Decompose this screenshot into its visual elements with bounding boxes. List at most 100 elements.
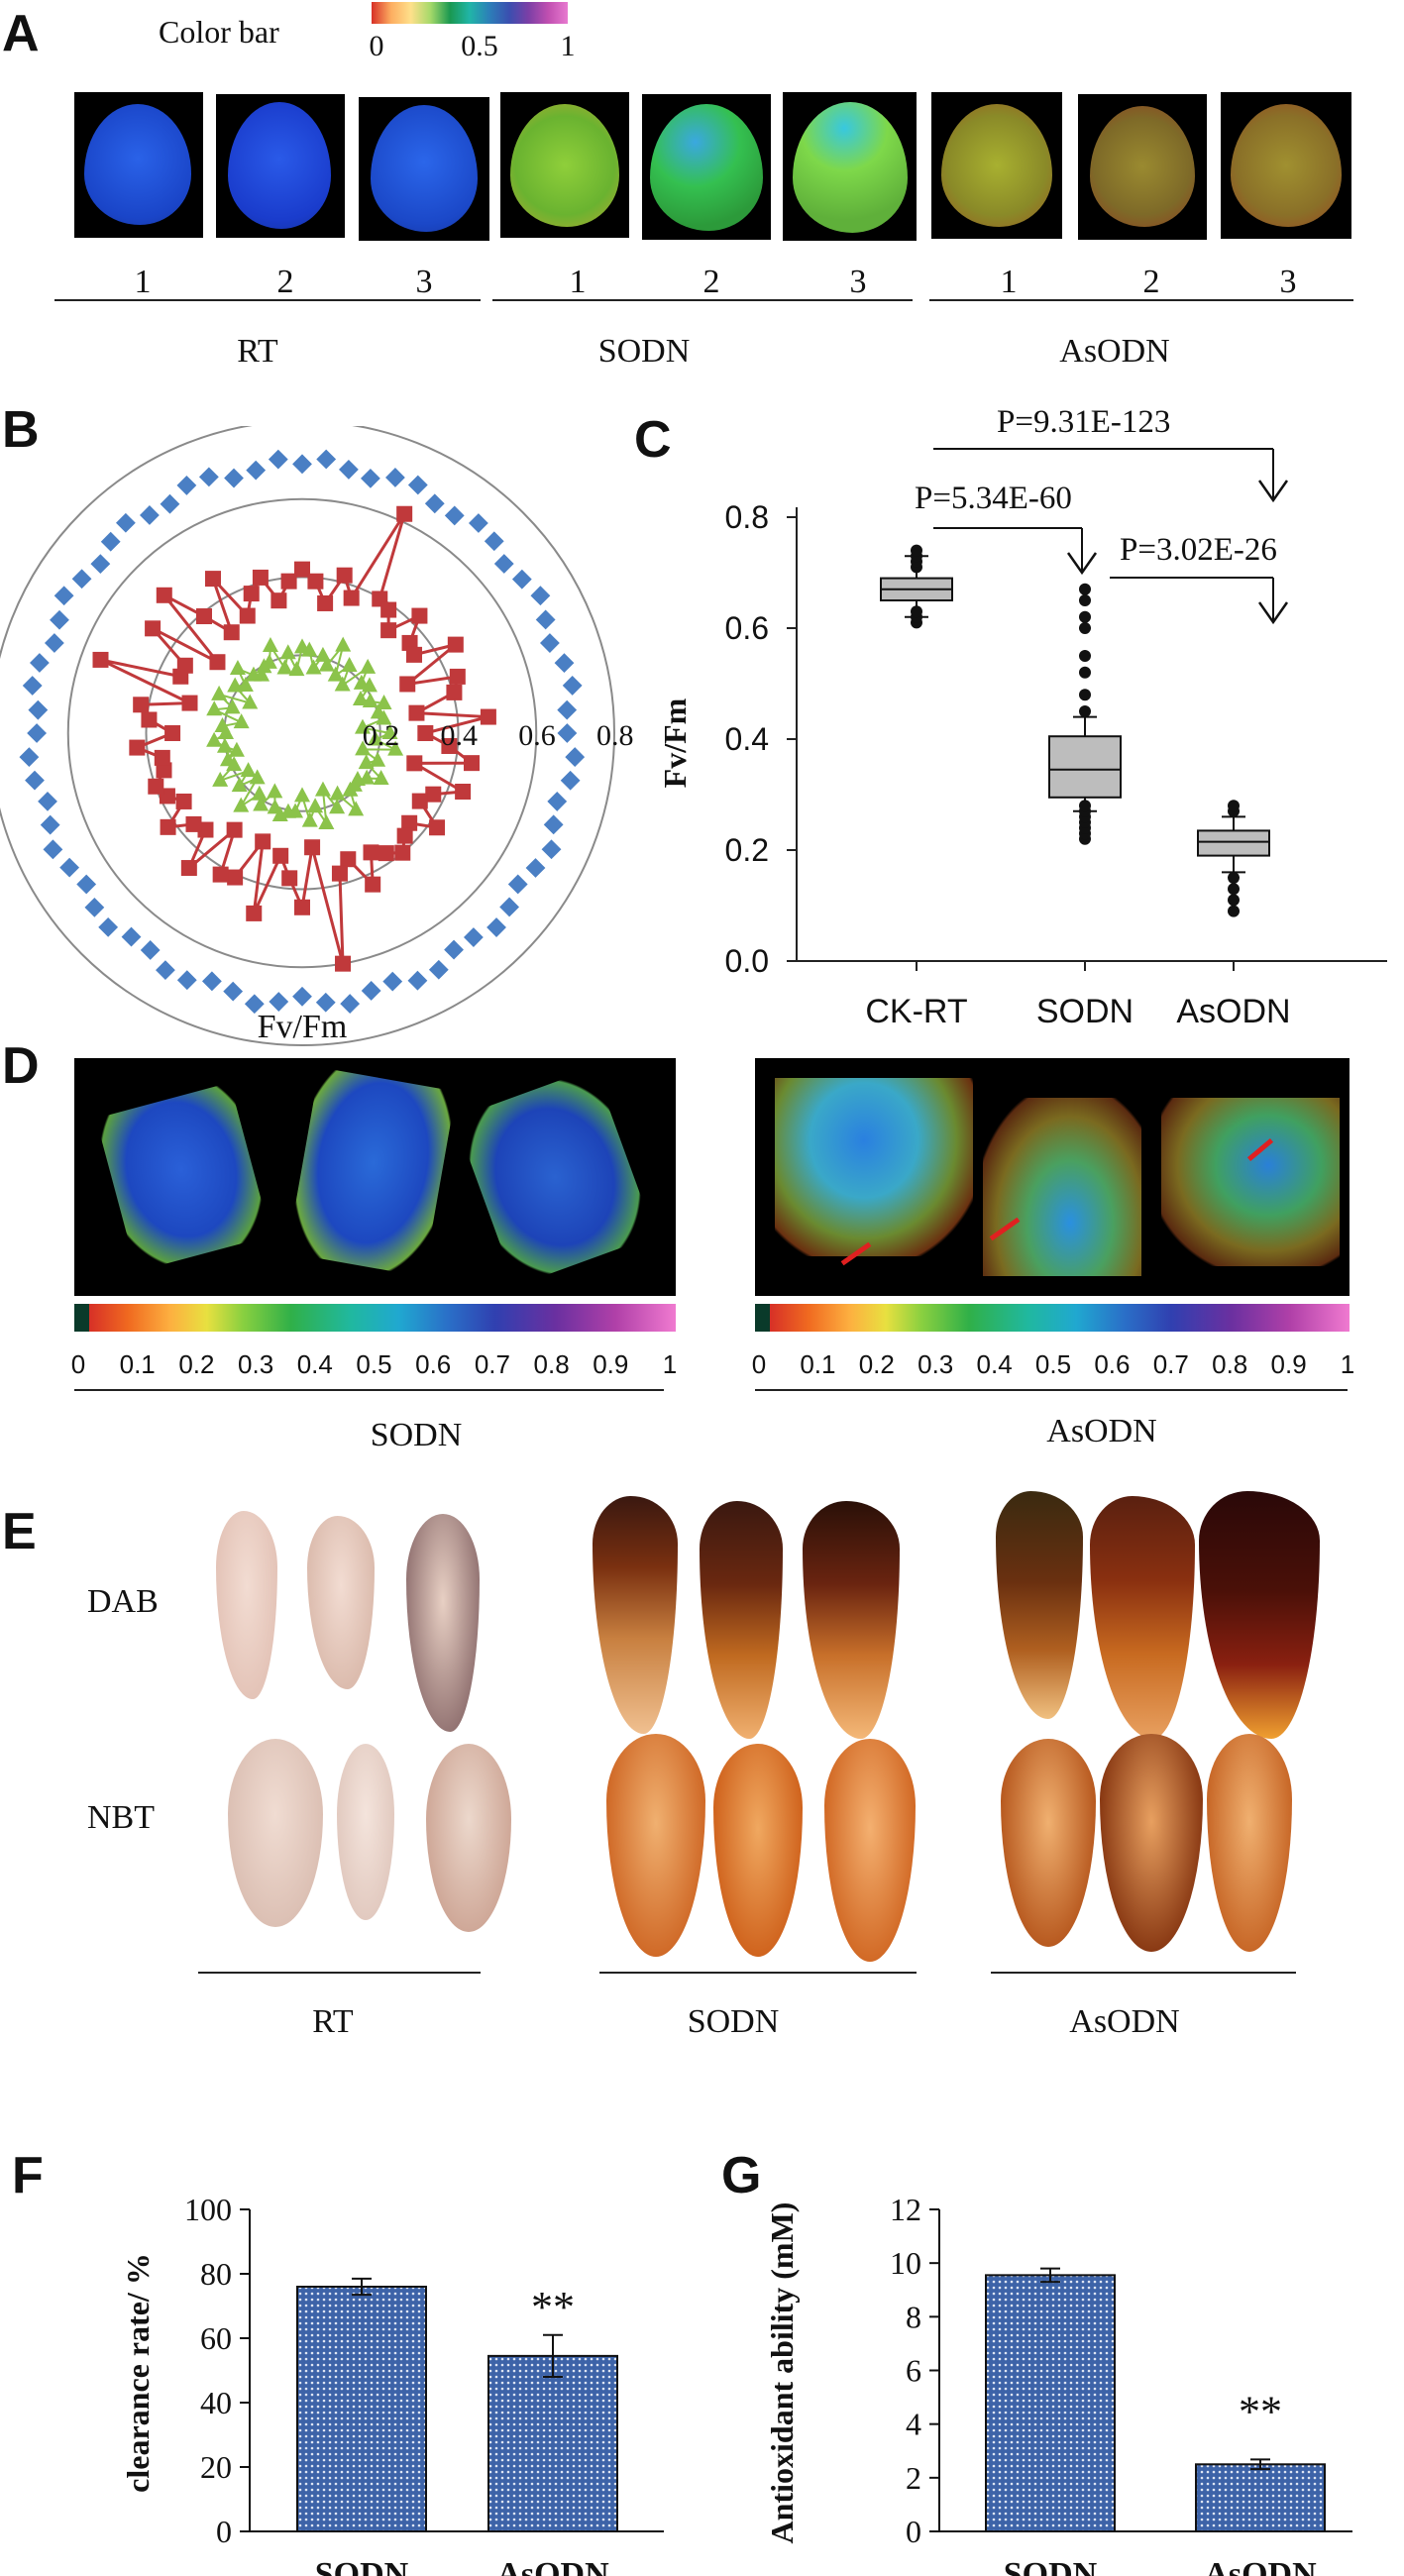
box-outlier	[1228, 883, 1240, 896]
radar-marker-red	[365, 876, 381, 893]
radar-marker-blue	[424, 493, 445, 514]
radar-marker-green	[329, 799, 346, 814]
colorbar-d-sodn	[74, 1304, 676, 1332]
group-label-rt: RT	[237, 333, 278, 370]
colorbar-tick-label: 0.7	[1152, 1349, 1189, 1379]
radar-marker-red	[417, 725, 434, 741]
radar-marker-green	[262, 636, 278, 652]
radar-marker-blue	[98, 916, 119, 937]
y-tick-label: 0.2	[725, 832, 769, 868]
radar-marker-red	[246, 905, 263, 921]
colorbar-tick-label: 0.9	[593, 1349, 629, 1379]
radar-marker-red	[331, 865, 348, 882]
radar-marker-blue	[38, 791, 57, 811]
radar-marker-red	[411, 607, 428, 624]
radar-marker-green	[373, 769, 389, 785]
radar-marker-blue	[541, 839, 562, 860]
radar-marker-green	[341, 656, 358, 672]
radar-marker-red	[480, 708, 496, 725]
radar-marker-blue	[50, 609, 69, 630]
y-tick-label: 0.6	[725, 610, 769, 646]
radar-marker-red	[160, 818, 176, 835]
radar-marker-green	[212, 771, 229, 787]
radar-marker-blue	[407, 970, 428, 991]
radar-marker-blue	[269, 992, 289, 1012]
significance-mark: **	[1239, 2387, 1282, 2435]
leaf-image-asodn-2	[1078, 94, 1207, 240]
stained-leaf-rt-nbt-3	[426, 1744, 511, 1932]
stained-leaf-rt-dab-2	[307, 1516, 375, 1689]
radar-marker-blue	[140, 505, 160, 525]
radar-marker-red	[141, 711, 158, 728]
panel-label-e: E	[2, 1503, 37, 1560]
bar	[985, 2274, 1116, 2533]
tile-number: 1	[134, 264, 152, 300]
radar-marker-green	[229, 659, 246, 675]
radar-marker-red	[317, 594, 334, 611]
y-tick-label: 0.0	[725, 943, 769, 979]
radar-ring	[0, 426, 615, 1046]
radar-marker-blue	[562, 676, 583, 696]
plant-image-asodn	[755, 1058, 1350, 1296]
radar-marker-green	[276, 659, 293, 675]
radar-marker-blue	[340, 994, 361, 1014]
radar-marker-green	[240, 762, 257, 778]
radar-marker-red	[294, 561, 310, 578]
radar-marker-red	[239, 607, 256, 624]
pvalue-sodn-asodn-label: P=3.02E-26	[1120, 532, 1277, 568]
radar-marker-green	[288, 661, 305, 677]
radar-marker-blue	[382, 971, 403, 992]
radar-marker-green	[387, 740, 404, 756]
bar-chart-f: 0 20 40 60 80 100 clearance rate/ % SODN AsODN **	[120, 2192, 664, 2576]
x-tick-label: SODN	[1004, 2556, 1098, 2576]
radar-marker-green	[261, 653, 277, 669]
radar-marker-blue	[507, 874, 528, 895]
leaf-image-asodn-1	[931, 92, 1062, 239]
radar-marker-red	[181, 695, 198, 711]
radar-marker-red	[394, 844, 411, 861]
y-tick-label: 60	[200, 2320, 232, 2356]
box-outlier	[1079, 666, 1091, 679]
colorbar-tick-label: 0.2	[858, 1349, 895, 1379]
group-label-e-asodn: AsODN	[1069, 2003, 1180, 2040]
y-tick-label: 10	[890, 2245, 921, 2281]
pvalue-ck-sodn-label: P=5.34E-60	[915, 481, 1072, 516]
radar-marker-blue	[535, 609, 556, 630]
radar-marker-green	[271, 805, 288, 821]
radar-marker-blue	[444, 939, 464, 960]
radar-marker-green	[301, 811, 318, 827]
radar-marker-blue	[557, 699, 578, 720]
radar-marker-blue	[43, 839, 63, 860]
stained-leaf-sodn-dab-1	[593, 1496, 678, 1734]
radar-marker-green	[314, 646, 331, 662]
colorbar-tick-0.5: 0.5	[461, 30, 498, 62]
radar-marker-green	[227, 677, 244, 693]
x-tick-label: AsODN	[496, 2556, 609, 2576]
colorbar-tick-label: 0.4	[296, 1349, 333, 1379]
box-outlier	[1228, 905, 1240, 917]
leaf-image-sodn-2	[642, 94, 771, 240]
y-tick-label: 0	[906, 2514, 921, 2549]
radar-marker-green	[231, 777, 248, 793]
radar-marker-blue	[543, 814, 564, 835]
stained-leaf-asodn-dab-1	[996, 1491, 1083, 1719]
radar-marker-green	[216, 737, 233, 753]
box-outlier	[1079, 622, 1091, 634]
colorbar-tick-label: 1	[1340, 1349, 1355, 1379]
y-tick-label: 0.4	[725, 721, 769, 757]
radar-marker-red	[336, 567, 353, 584]
radar-marker-red	[396, 827, 413, 844]
radar-ring-label: 0.2	[363, 719, 400, 752]
radar-marker-blue	[44, 633, 64, 653]
radar-marker-red	[396, 505, 413, 522]
radar-marker-red	[363, 844, 379, 861]
radar-marker-blue	[224, 468, 244, 488]
radar-marker-green	[228, 741, 245, 757]
radar-marker-red	[129, 739, 146, 756]
radar-marker-green	[251, 785, 268, 801]
stained-leaf-rt-dab-3	[406, 1514, 480, 1732]
radar-marker-red	[156, 587, 172, 603]
y-tick-label: 20	[200, 2449, 232, 2485]
radar-marker-blue	[246, 460, 267, 481]
tile-number: 1	[569, 264, 587, 300]
